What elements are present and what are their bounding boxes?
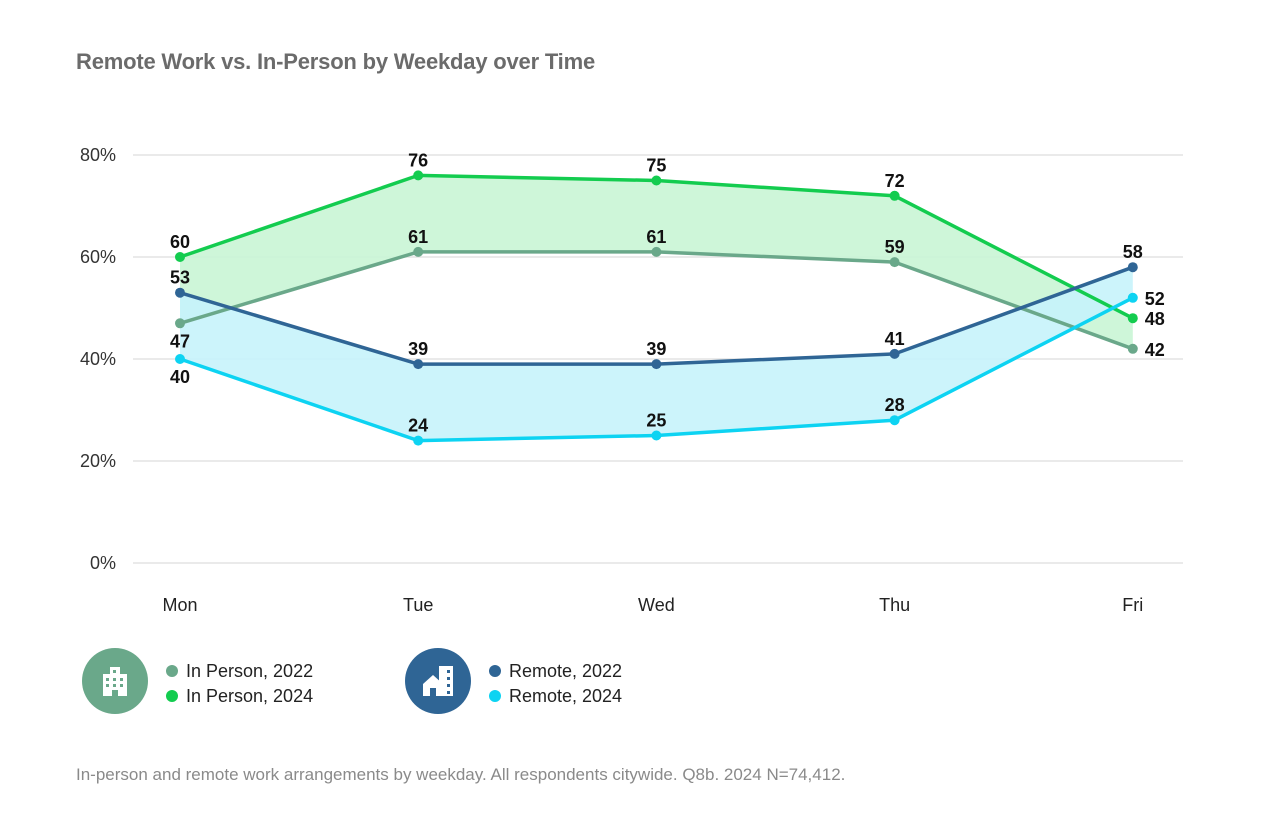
x-tick-label: Thu [879, 595, 910, 615]
line-chart: 0% 20% 40% 60% 80% Mon Tue Wed Thu Fri 47 61 61 59 42 6… [80, 145, 1183, 615]
data-label: 61 [646, 227, 666, 247]
data-label: 53 [170, 268, 190, 288]
legend-dot [166, 690, 178, 702]
data-point [651, 246, 662, 257]
y-tick-label: 40% [80, 349, 116, 369]
data-point [1127, 262, 1138, 273]
y-tick-label: 80% [80, 145, 116, 165]
data-label: 75 [646, 156, 666, 176]
data-label: 39 [408, 339, 428, 359]
y-tick-label: 60% [80, 247, 116, 267]
y-tick-label: 20% [80, 451, 116, 471]
y-tick-label: 0% [90, 553, 116, 573]
data-label: 39 [646, 339, 666, 359]
data-label: 58 [1123, 242, 1143, 262]
data-label: 24 [408, 416, 428, 436]
legend-label: Remote, 2022 [509, 660, 623, 681]
legend-dot [166, 665, 178, 677]
home-building-icon [405, 648, 471, 714]
data-label: 41 [885, 329, 905, 349]
data-label: 59 [885, 237, 905, 257]
data-point [175, 354, 185, 364]
data-point [651, 359, 662, 370]
data-label: 52 [1145, 289, 1165, 309]
data-label: 47 [170, 331, 190, 351]
data-point [413, 246, 424, 257]
legend-remote: Remote, 2022 Remote, 2024 [405, 648, 705, 718]
data-point [413, 359, 424, 370]
data-label: 72 [885, 171, 905, 191]
band-area [180, 175, 1133, 349]
data-point [175, 287, 185, 298]
data-point [1127, 343, 1138, 354]
band-area [180, 267, 1133, 441]
chart-title: Remote Work vs. In-Person by Weekday ove… [76, 49, 595, 74]
data-point [651, 430, 662, 441]
legend-item-remote-2022: Remote, 2022 [489, 660, 622, 682]
legend-in-person: In Person, 2022 In Person, 2024 [82, 648, 382, 718]
x-tick-label: Tue [403, 595, 433, 615]
legend-item-remote-2024: Remote, 2024 [489, 685, 622, 707]
data-point [889, 415, 900, 426]
data-point [413, 170, 424, 181]
data-point [413, 435, 424, 446]
data-point [175, 252, 185, 262]
footnote: In-person and remote work arrangements b… [76, 765, 846, 784]
data-point [175, 318, 185, 329]
legend-label: In Person, 2022 [186, 660, 314, 681]
data-label: 76 [408, 150, 428, 170]
data-label: 25 [646, 411, 666, 431]
legend-item-in-person-2024: In Person, 2024 [166, 685, 313, 707]
data-label: 28 [885, 395, 905, 415]
legend-dot [489, 665, 501, 677]
office-building-icon [82, 648, 148, 714]
data-label: 42 [1145, 340, 1165, 360]
legend-label: In Person, 2024 [186, 685, 314, 706]
data-point [651, 175, 662, 186]
x-tick-label: Mon [162, 595, 197, 615]
data-point [1127, 292, 1138, 303]
data-label: 61 [408, 227, 428, 247]
data-label: 60 [170, 232, 190, 252]
legend-label: Remote, 2024 [509, 685, 623, 706]
data-point [889, 348, 900, 359]
data-label: 48 [1145, 309, 1165, 329]
x-tick-label: Fri [1122, 595, 1143, 615]
data-point [1127, 313, 1138, 324]
legend-item-in-person-2022: In Person, 2022 [166, 660, 313, 682]
x-tick-label: Wed [638, 595, 675, 615]
data-point [889, 190, 900, 201]
data-label: 40 [170, 367, 190, 387]
legend-dot [489, 690, 501, 702]
data-point [889, 257, 900, 268]
